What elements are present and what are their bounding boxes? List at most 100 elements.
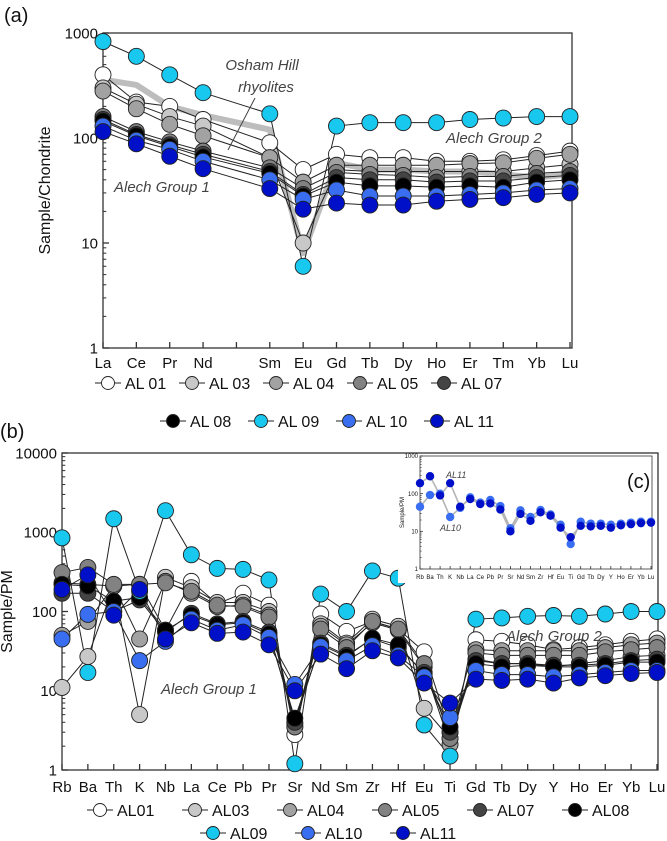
data-point-al09 — [294, 257, 312, 275]
x-tick-label: Nb — [456, 575, 464, 581]
data-point-al11 — [646, 518, 656, 527]
data-point-al10 — [415, 502, 425, 511]
x-tick-label: Hf — [548, 575, 554, 581]
legend-marker — [301, 826, 315, 840]
legend-marker — [342, 414, 356, 428]
data-point-al11 — [445, 478, 455, 488]
data-point-al10 — [425, 490, 435, 500]
data-point-al09 — [208, 559, 226, 577]
data-point-al11 — [570, 669, 588, 687]
data-point-al09 — [79, 664, 97, 681]
legend-marker — [269, 376, 283, 390]
data-point-al11 — [394, 196, 412, 214]
x-tick-label: Gd — [466, 779, 486, 796]
chart-c-inset: 1 10 100 1000 Rb Ba Th K Nb La Ce Pb Pr Sr Nd Sm Zr Hf Eu T… — [398, 454, 656, 583]
data-point-al09 — [194, 84, 212, 102]
data-point-al10 — [566, 539, 575, 549]
x-tick-label: Zr — [538, 575, 544, 581]
legend-item-al05: AL05 — [372, 803, 439, 820]
plot-frame — [419, 455, 653, 570]
x-tick-label: Er — [598, 779, 613, 796]
data-point-al09 — [493, 609, 511, 627]
x-tick-label: Pb — [487, 575, 495, 581]
data-point-al11 — [616, 521, 626, 530]
x-tick-label: Hf — [391, 779, 407, 796]
data-point-al11 — [636, 518, 646, 528]
panel-label-c: (c) — [627, 471, 650, 493]
x-tick-label: Rb — [52, 779, 71, 796]
legend-label: AL04 — [307, 803, 344, 820]
data-point-al11 — [425, 472, 435, 481]
legend-marker — [437, 376, 451, 390]
data-point-al09 — [461, 111, 479, 128]
x-tick-label: Yb — [527, 355, 545, 372]
legend-marker — [283, 803, 297, 817]
data-point-al09 — [428, 114, 446, 132]
data-point-al11 — [493, 671, 511, 689]
data-point-al11 — [526, 516, 535, 526]
data-point-al11 — [131, 580, 149, 598]
data-point-al11 — [561, 184, 579, 202]
legend-item-al04: AL04 — [277, 803, 344, 820]
data-point-al10 — [441, 709, 459, 726]
data-point-al11 — [596, 521, 605, 531]
x-tick-label: Eu — [415, 779, 433, 796]
data-point-al11 — [441, 694, 459, 712]
data-point-al11 — [161, 147, 179, 165]
data-point-al11 — [494, 189, 512, 207]
x-tick-label: Pr — [261, 779, 276, 796]
data-point-al11 — [415, 674, 433, 692]
x-tick-label: Gd — [577, 575, 585, 581]
data-point-al11 — [435, 491, 445, 500]
data-point-al11 — [576, 521, 585, 531]
x-tick-label: Tm — [492, 355, 514, 372]
y-axis-label: Sample/PM — [400, 497, 406, 528]
data-point-al11 — [586, 522, 595, 531]
data-point-al09 — [570, 607, 588, 625]
data-point-al11 — [363, 642, 381, 660]
data-point-al09 — [561, 108, 579, 126]
x-tick-label: Sm — [526, 575, 535, 581]
data-point-al09 — [182, 546, 200, 564]
x-tick-label: K — [448, 575, 452, 581]
data-point-al03 — [53, 679, 71, 696]
legend-marker — [206, 826, 220, 840]
legend-label: AL 07 — [461, 376, 502, 393]
x-tick-label: Yb — [622, 779, 640, 796]
legend-label: AL11 — [420, 826, 456, 841]
x-tick-label: Rb — [416, 575, 424, 581]
legend-label: AL03 — [212, 803, 249, 820]
x-tick-label: Zr — [365, 779, 379, 796]
data-point-al04 — [561, 145, 579, 163]
data-point-al11 — [516, 509, 525, 519]
data-point-al05 — [363, 612, 381, 630]
legend-label: AL10 — [325, 826, 362, 841]
data-point-al04 — [131, 630, 149, 648]
data-point-al11 — [208, 624, 226, 642]
data-point-al03 — [294, 234, 312, 252]
data-point-al09 — [53, 529, 71, 547]
x-tick-label: Nd — [193, 355, 212, 372]
data-point-al09 — [105, 510, 123, 528]
data-point-al09 — [361, 114, 379, 132]
data-point-al04 — [194, 127, 212, 145]
data-point-al09 — [312, 585, 330, 603]
legend-item-al07: AL07 — [467, 803, 534, 820]
data-point-al11 — [127, 135, 145, 153]
legend-marker — [353, 376, 367, 390]
x-tick-label: Th — [437, 575, 444, 581]
legend-item-al09: AL09 — [200, 826, 267, 841]
data-point-al09 — [161, 66, 179, 84]
x-tick-label: Th — [105, 779, 123, 796]
data-point-al11 — [536, 508, 545, 517]
x-tick-label: Pb — [234, 779, 252, 796]
legend-label: AL01 — [117, 803, 154, 820]
x-tick-label: Ho — [570, 779, 589, 796]
y-axis-label: Sample/Chondrite — [37, 126, 54, 254]
data-point-al09 — [441, 747, 459, 765]
data-point-al11 — [260, 636, 278, 654]
x-tick-label: Ti — [568, 575, 573, 581]
data-point-al11 — [361, 196, 379, 214]
y-tick-label: 100 — [408, 492, 419, 498]
legend-marker — [166, 414, 180, 428]
